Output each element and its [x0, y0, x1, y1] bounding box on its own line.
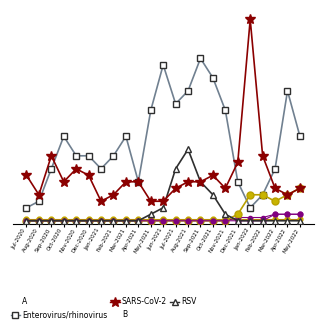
- Legend: A, Enterovirus/rhinovirus, SARS-CoV-2, B, RSV: A, Enterovirus/rhinovirus, SARS-CoV-2, B…: [11, 298, 197, 319]
